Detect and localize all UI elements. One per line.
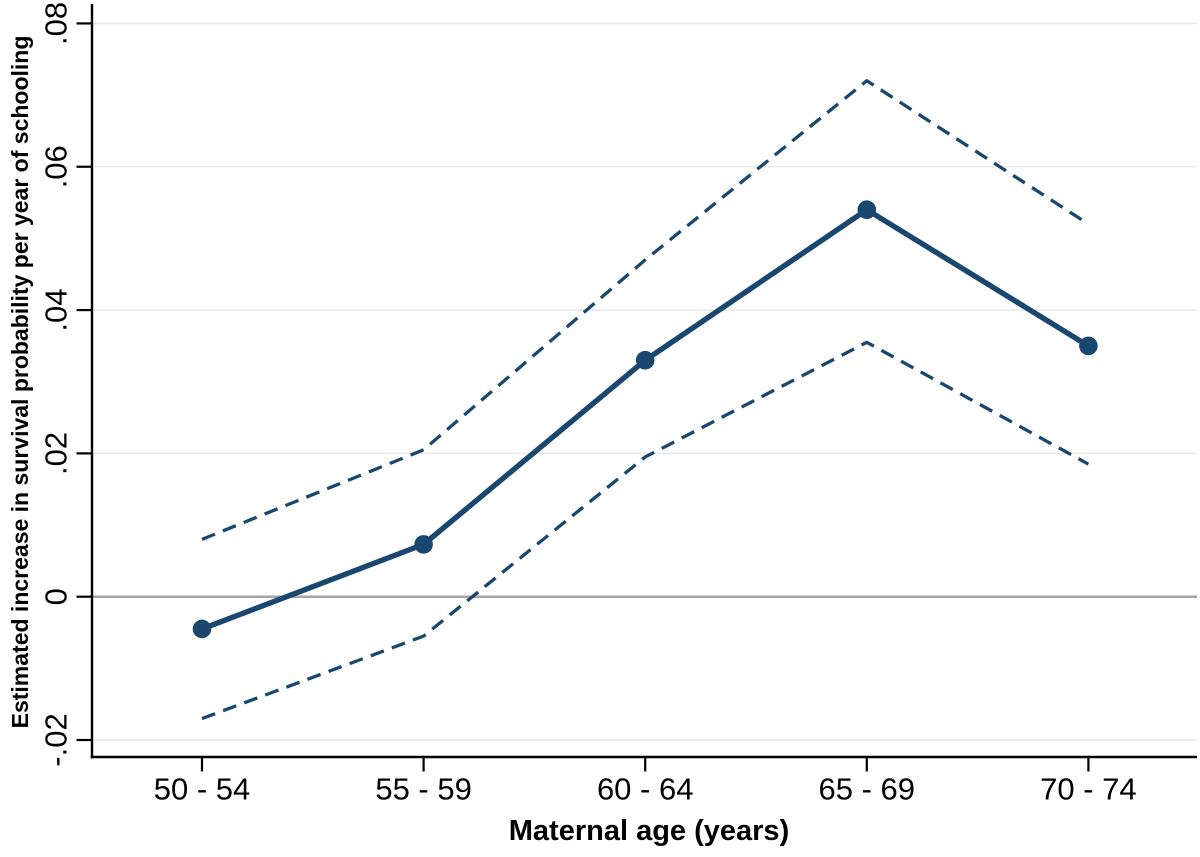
y-tick-label: .04 <box>39 289 74 332</box>
point-estimate-line <box>201 207 1090 632</box>
y-tick-labels: .08 .06 .04 .02 0 -.02 <box>39 2 74 767</box>
axis-lines-and-ticks <box>76 4 1197 772</box>
point-estimate-marker <box>857 200 877 220</box>
x-tick-label: 65 - 69 <box>819 772 916 807</box>
x-tick-label: 50 - 54 <box>154 772 251 807</box>
point-estimate-marker <box>635 350 655 370</box>
upper-dashed-bound-line <box>201 79 1090 541</box>
lower-dashed-bound-line <box>201 340 1090 721</box>
y-tick-label: .06 <box>39 145 74 188</box>
data-point-markers <box>192 200 1098 639</box>
point-estimate-marker <box>1079 336 1098 356</box>
x-tick-label: 60 - 64 <box>597 772 694 807</box>
x-tick-labels: 50 - 54 55 - 59 60 - 64 65 - 69 70 - 74 <box>154 772 1137 807</box>
y-tick-label: 0 <box>39 588 74 605</box>
x-tick-label: 70 - 74 <box>1040 772 1137 807</box>
x-tick-label: 55 - 59 <box>375 772 472 807</box>
y-tick-label: -.02 <box>39 713 74 766</box>
y-tick-label: .08 <box>39 2 74 45</box>
x-axis-title: Maternal age (years) <box>509 815 789 847</box>
data-series-lines <box>201 79 1090 721</box>
y-tick-label: .02 <box>39 432 74 475</box>
point-estimate-marker <box>192 619 212 639</box>
y-axis-title: Estimated increase in survival probabili… <box>7 36 33 729</box>
point-estimate-marker <box>414 535 433 554</box>
horizontal-gridlines <box>92 22 1197 741</box>
